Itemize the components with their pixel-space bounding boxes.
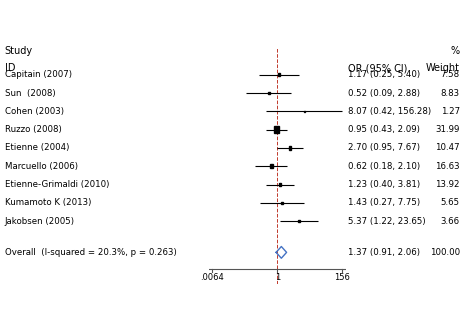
Bar [268, 92, 270, 94]
Text: 1.23 (0.40, 3.81): 1.23 (0.40, 3.81) [348, 180, 420, 189]
Text: 1.43 (0.27, 7.75): 1.43 (0.27, 7.75) [348, 198, 420, 207]
Text: .0064: .0064 [201, 273, 224, 283]
Text: 8.83: 8.83 [441, 89, 460, 98]
Bar [298, 220, 300, 222]
Text: Capitain (2007): Capitain (2007) [5, 70, 72, 79]
Text: 13.92: 13.92 [435, 180, 460, 189]
Text: 1.27: 1.27 [441, 107, 460, 116]
Bar [270, 164, 273, 169]
Text: 1: 1 [274, 273, 280, 283]
Bar [279, 183, 281, 186]
Text: Cohen (2003): Cohen (2003) [5, 107, 64, 116]
Text: Marcuello (2006): Marcuello (2006) [5, 162, 78, 171]
Text: 156: 156 [334, 273, 350, 283]
Text: Sun  (2008): Sun (2008) [5, 89, 55, 98]
Text: Study: Study [5, 46, 33, 56]
Text: 0.95 (0.43, 2.09): 0.95 (0.43, 2.09) [348, 125, 420, 134]
Bar [278, 73, 280, 76]
Bar [274, 126, 279, 133]
Text: ID: ID [5, 63, 15, 73]
Text: 31.99: 31.99 [436, 125, 460, 134]
Text: 0.62 (0.18, 2.10): 0.62 (0.18, 2.10) [348, 162, 420, 171]
Bar [304, 111, 305, 112]
Bar [289, 146, 291, 150]
Text: 10.47: 10.47 [435, 143, 460, 152]
Text: Jakobsen (2005): Jakobsen (2005) [5, 217, 75, 226]
Text: 2.70 (0.95, 7.67): 2.70 (0.95, 7.67) [348, 143, 420, 152]
Text: 7.58: 7.58 [441, 70, 460, 79]
Text: 3.66: 3.66 [441, 217, 460, 226]
Text: Ruzzo (2008): Ruzzo (2008) [5, 125, 62, 134]
Text: 5.65: 5.65 [441, 198, 460, 207]
Text: 100.00: 100.00 [429, 248, 460, 257]
Text: %: % [451, 46, 460, 56]
Text: 1.17 (0.25, 5.40): 1.17 (0.25, 5.40) [348, 70, 420, 79]
Text: Etienne (2004): Etienne (2004) [5, 143, 69, 152]
Bar [281, 202, 283, 204]
Text: OR (95% Cl): OR (95% Cl) [348, 63, 408, 73]
Text: 16.63: 16.63 [435, 162, 460, 171]
Text: Etienne-Grimaldi (2010): Etienne-Grimaldi (2010) [5, 180, 109, 189]
Text: 0.52 (0.09, 2.88): 0.52 (0.09, 2.88) [348, 89, 420, 98]
Text: 5.37 (1.22, 23.65): 5.37 (1.22, 23.65) [348, 217, 426, 226]
Text: 1.37 (0.91, 2.06): 1.37 (0.91, 2.06) [348, 248, 420, 257]
Text: Overall  (I-squared = 20.3%, p = 0.263): Overall (I-squared = 20.3%, p = 0.263) [5, 248, 176, 257]
Text: Weight: Weight [426, 63, 460, 73]
Text: Kumamoto K (2013): Kumamoto K (2013) [5, 198, 91, 207]
Text: 8.07 (0.42, 156.28): 8.07 (0.42, 156.28) [348, 107, 431, 116]
